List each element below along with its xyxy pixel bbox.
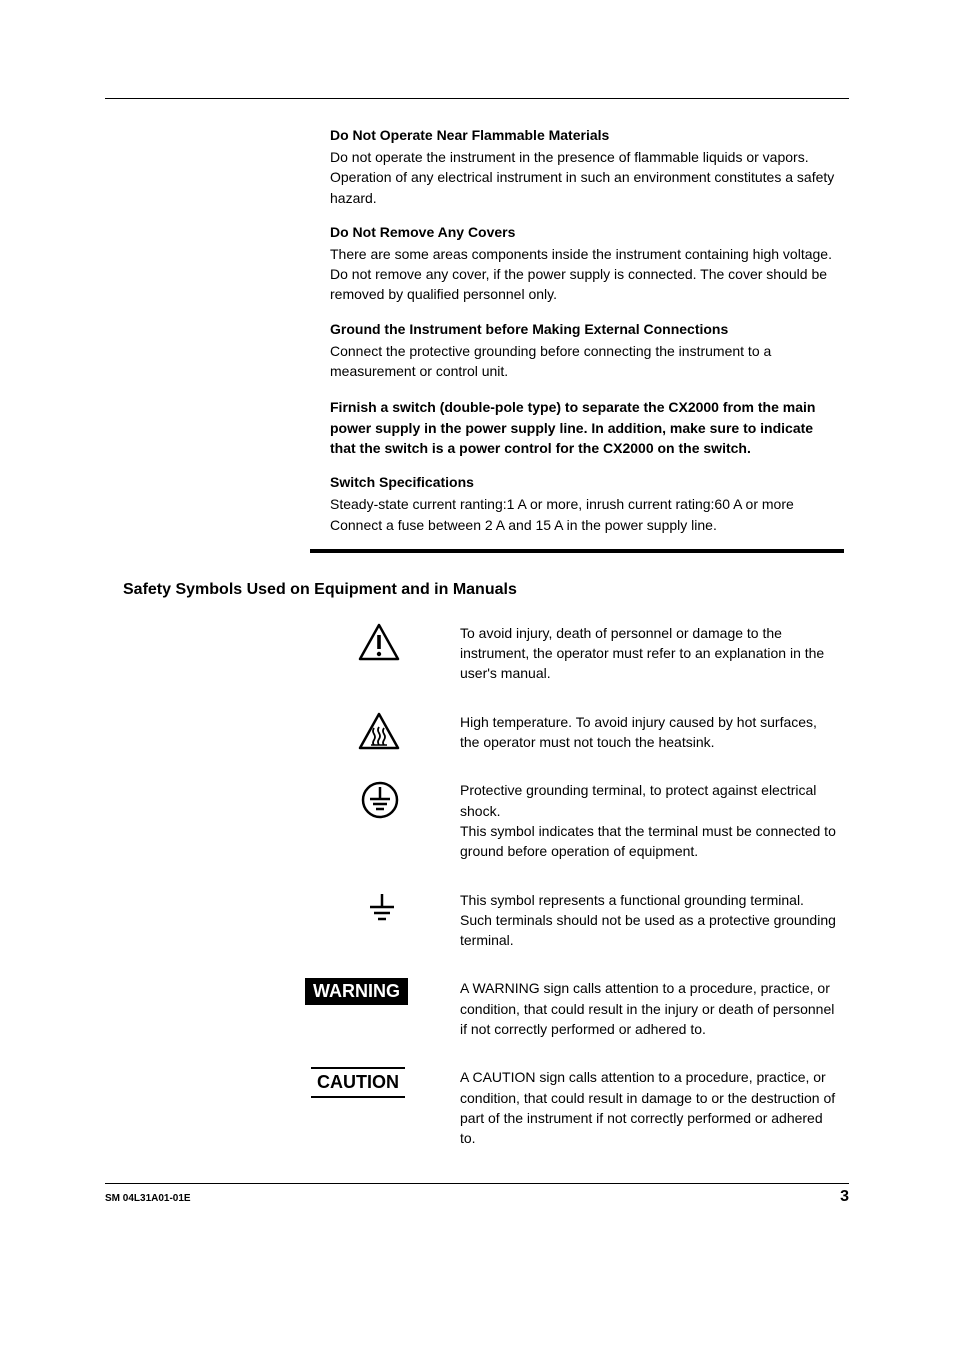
warning-label: WARNING [305, 978, 408, 1005]
section-body: Steady-state current ranting:1 A or more… [330, 494, 839, 535]
symbol-desc: To avoid injury, death of personnel or d… [460, 623, 849, 684]
symbol-icon-col [105, 712, 460, 750]
hot-surface-icon [358, 712, 400, 750]
doc-code: SM 04L31A01-01E [105, 1193, 191, 1204]
page-content: Do Not Operate Near Flammable Materials … [0, 0, 954, 1149]
footer-rule [105, 1183, 849, 1184]
warning-triangle-icon [358, 623, 400, 661]
symbol-desc: This symbol represents a functional grou… [460, 890, 849, 951]
section-body: Connect the protective grounding before … [330, 341, 839, 382]
symbol-icon-col [105, 780, 460, 820]
section-body: There are some areas components inside t… [330, 244, 839, 305]
symbol-row-protective-ground: Protective grounding terminal, to protec… [105, 780, 849, 861]
symbol-icon-col [105, 890, 460, 926]
section-body: Do not operate the instrument in the pre… [330, 147, 839, 208]
section-body-bold: Firnish a switch (double-pole type) to s… [330, 397, 839, 458]
symbol-icon-col [105, 623, 460, 661]
symbol-icon-col: WARNING [105, 978, 460, 1005]
caution-label: CAUTION [311, 1067, 405, 1098]
symbol-icon-col: CAUTION [105, 1067, 460, 1098]
footer-row: SM 04L31A01-01E 3 [105, 1188, 849, 1206]
section-switch-spec: Switch Specifications Steady-state curre… [330, 474, 839, 535]
symbol-row-caution-label: CAUTION A CAUTION sign calls attention t… [105, 1067, 849, 1148]
section-ground: Ground the Instrument before Making Exte… [330, 321, 839, 382]
section-title: Do Not Operate Near Flammable Materials [330, 127, 839, 143]
page-footer: SM 04L31A01-01E 3 [105, 1183, 849, 1206]
section-flammable: Do Not Operate Near Flammable Materials … [330, 127, 839, 208]
symbol-desc: Protective grounding terminal, to protec… [460, 780, 849, 861]
functional-ground-icon [364, 890, 400, 926]
section-covers: Do Not Remove Any Covers There are some … [330, 224, 839, 305]
symbol-desc: High temperature. To avoid injury caused… [460, 712, 849, 753]
section-title: Switch Specifications [330, 474, 839, 490]
symbol-row-warning-triangle: To avoid injury, death of personnel or d… [105, 623, 849, 684]
symbol-desc: A WARNING sign calls attention to a proc… [460, 978, 849, 1039]
page-number: 3 [840, 1188, 849, 1206]
protective-ground-icon [360, 780, 400, 820]
section-title: Ground the Instrument before Making Exte… [330, 321, 839, 337]
section-title: Do Not Remove Any Covers [330, 224, 839, 240]
thick-rule [310, 549, 844, 553]
safety-heading: Safety Symbols Used on Equipment and in … [123, 581, 849, 599]
section-switch: Firnish a switch (double-pole type) to s… [330, 397, 839, 458]
symbol-row-functional-ground: This symbol represents a functional grou… [105, 890, 849, 951]
header-rule [105, 98, 849, 99]
symbol-row-warning-label: WARNING A WARNING sign calls attention t… [105, 978, 849, 1039]
symbol-desc: A CAUTION sign calls attention to a proc… [460, 1067, 849, 1148]
symbol-row-hot: High temperature. To avoid injury caused… [105, 712, 849, 753]
